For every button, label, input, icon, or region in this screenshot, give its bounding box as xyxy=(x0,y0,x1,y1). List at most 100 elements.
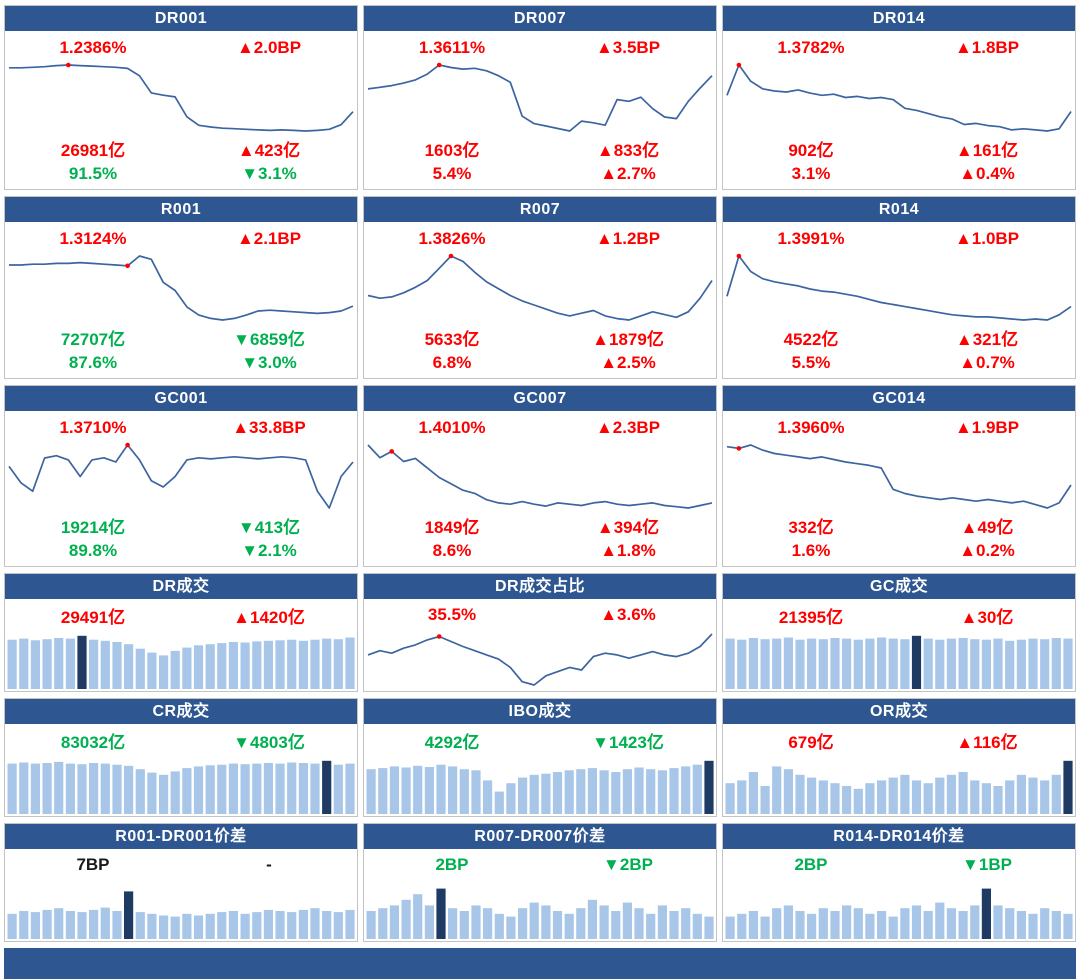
panel-dr-share: DR成交占比 35.5% ▲3.6% xyxy=(363,573,717,692)
r007-dr007-spread-bar-chart xyxy=(364,880,716,939)
dr-share-value: 35.5% xyxy=(427,605,477,624)
ibo-turnover-value: 4292亿 xyxy=(424,732,480,752)
panel-gc014-title: GC014 xyxy=(723,386,1075,411)
r001-share-change: ▼3.0% xyxy=(241,353,297,372)
gc014-share-change: ▲0.2% xyxy=(959,541,1015,560)
gc001-share: 89.8% xyxy=(68,541,118,560)
panel-dr-turnover: DR成交 29491亿 ▲1420亿 xyxy=(4,573,358,692)
panel-dr014: DR014 1.3782% ▲1.8BP 902亿 ▲161亿 3.1% ▲0.… xyxy=(722,5,1076,190)
panel-dr-turnover-title: DR成交 xyxy=(5,574,357,599)
panel-dr001-title: DR001 xyxy=(5,6,357,31)
cr-turnover-bar-chart xyxy=(5,755,357,814)
gc007-line-chart xyxy=(364,441,716,512)
dr007-share-change: ▲2.7% xyxy=(600,164,656,183)
dr-turnover-change: ▲1420亿 xyxy=(233,607,305,627)
r001-dr001-spread-value: 7BP xyxy=(76,855,110,874)
ibo-turnover-change: ▼1423亿 xyxy=(592,732,664,752)
r007-share-change: ▲2.5% xyxy=(600,353,656,372)
ibo-turnover-bar-chart xyxy=(364,755,716,814)
r007-dr007-spread-change: ▼2BP xyxy=(603,855,653,874)
panel-or-turnover-title: OR成交 xyxy=(723,699,1075,724)
panel-gc001-title: GC001 xyxy=(5,386,357,411)
footer-bar xyxy=(4,948,1076,979)
gc007-volume-change: ▲394亿 xyxy=(596,517,660,537)
panel-r001-title: R001 xyxy=(5,197,357,222)
gc014-rate-change: ▲1.9BP xyxy=(954,417,1020,437)
dr-share-line-chart xyxy=(364,630,716,689)
panel-r001-dr001-spread: R001-DR001价差 7BP - xyxy=(4,823,358,942)
dr001-share-change: ▼3.1% xyxy=(241,164,297,183)
dr001-volume: 26981亿 xyxy=(60,140,126,160)
panel-or-turnover: OR成交 679亿 ▲116亿 xyxy=(722,698,1076,817)
gc014-share: 1.6% xyxy=(791,541,831,560)
r007-rate: 1.3826% xyxy=(418,228,486,248)
panel-gc007: GC007 1.4010% ▲2.3BP 1849亿 ▲394亿 8.6% ▲1… xyxy=(363,385,717,567)
or-turnover-change: ▲116亿 xyxy=(956,732,1018,752)
r001-volume: 72707亿 xyxy=(60,329,126,349)
r014-dr014-spread-value: 2BP xyxy=(794,855,828,874)
gc001-volume-change: ▼413亿 xyxy=(237,517,301,537)
dr007-share: 5.4% xyxy=(432,164,472,183)
r007-line-chart xyxy=(364,252,716,324)
dr-turnover-bar-chart xyxy=(5,630,357,689)
r014-volume-change: ▲321亿 xyxy=(955,329,1019,349)
dr-turnover-value: 29491亿 xyxy=(60,607,126,627)
gc014-line-chart xyxy=(723,441,1075,512)
dr007-rate: 1.3611% xyxy=(418,37,486,57)
dr014-volume-change: ▲161亿 xyxy=(955,140,1019,160)
dr001-volume-change: ▲423亿 xyxy=(237,140,301,160)
panel-r001: R001 1.3124% ▲2.1BP 72707亿 ▼6859亿 87.6% … xyxy=(4,196,358,379)
cr-turnover-value: 83032亿 xyxy=(60,732,126,752)
gc014-rate: 1.3960% xyxy=(777,417,845,437)
r001-share: 87.6% xyxy=(68,353,118,372)
panel-dr001: DR001 1.2386% ▲2.0BP 26981亿 ▲423亿 91.5% … xyxy=(4,5,358,190)
gc007-rate-change: ▲2.3BP xyxy=(595,417,661,437)
panel-r007: R007 1.3826% ▲1.2BP 5633亿 ▲1879亿 6.8% ▲2… xyxy=(363,196,717,379)
panel-gc-turnover: GC成交 21395亿 ▲30亿 xyxy=(722,573,1076,692)
panel-ibo-turnover: IBO成交 4292亿 ▼1423亿 xyxy=(363,698,717,817)
dr014-line-chart xyxy=(723,61,1075,135)
r014-rate-change: ▲1.0BP xyxy=(954,228,1020,248)
dr014-rate: 1.3782% xyxy=(777,37,845,57)
panel-grid: DR001 1.2386% ▲2.0BP 26981亿 ▲423亿 91.5% … xyxy=(4,5,1076,942)
r001-dr001-spread-bar-chart xyxy=(5,880,357,939)
dr014-rate-change: ▲1.8BP xyxy=(954,37,1020,57)
gc007-volume: 1849亿 xyxy=(424,517,480,537)
panel-dr007: DR007 1.3611% ▲3.5BP 1603亿 ▲833亿 5.4% ▲2… xyxy=(363,5,717,190)
panel-dr007-title: DR007 xyxy=(364,6,716,31)
gc007-share-change: ▲1.8% xyxy=(600,541,656,560)
r001-line-chart xyxy=(5,252,357,324)
r007-share: 6.8% xyxy=(432,353,472,372)
dr-share-change: ▲3.6% xyxy=(600,605,656,624)
gc014-volume-change: ▲49亿 xyxy=(960,517,1014,537)
gc014-volume: 332亿 xyxy=(788,517,834,537)
gc-turnover-value: 21395亿 xyxy=(778,607,844,627)
dr001-rate-change: ▲2.0BP xyxy=(236,37,302,57)
cr-turnover-change: ▼4803亿 xyxy=(233,732,305,752)
panel-gc014: GC014 1.3960% ▲1.9BP 332亿 ▲49亿 1.6% ▲0.2… xyxy=(722,385,1076,567)
dr014-share: 3.1% xyxy=(791,164,831,183)
dr014-volume: 902亿 xyxy=(788,140,834,160)
r001-dr001-spread-change: - xyxy=(266,855,272,874)
or-turnover-bar-chart xyxy=(723,755,1075,814)
dr007-volume-change: ▲833亿 xyxy=(596,140,660,160)
panel-gc007-title: GC007 xyxy=(364,386,716,411)
panel-r014: R014 1.3991% ▲1.0BP 4522亿 ▲321亿 5.5% ▲0.… xyxy=(722,196,1076,379)
dr007-rate-change: ▲3.5BP xyxy=(595,37,661,57)
r014-volume: 4522亿 xyxy=(783,329,839,349)
panel-dr014-title: DR014 xyxy=(723,6,1075,31)
panel-cr-turnover: CR成交 83032亿 ▼4803亿 xyxy=(4,698,358,817)
dr001-share: 91.5% xyxy=(68,164,118,183)
gc-turnover-bar-chart xyxy=(723,630,1075,689)
dr007-line-chart xyxy=(364,61,716,135)
panel-r014-dr014-spread-title: R014-DR014价差 xyxy=(723,824,1075,849)
panel-r014-dr014-spread: R014-DR014价差 2BP ▼1BP xyxy=(722,823,1076,942)
r014-share-change: ▲0.7% xyxy=(959,353,1015,372)
gc001-rate-change: ▲33.8BP xyxy=(232,417,306,437)
r007-dr007-spread-value: 2BP xyxy=(435,855,469,874)
panel-gc-turnover-title: GC成交 xyxy=(723,574,1075,599)
dr014-share-change: ▲0.4% xyxy=(959,164,1015,183)
gc-turnover-change: ▲30亿 xyxy=(960,607,1014,627)
r007-rate-change: ▲1.2BP xyxy=(595,228,661,248)
dr001-rate: 1.2386% xyxy=(59,37,127,57)
